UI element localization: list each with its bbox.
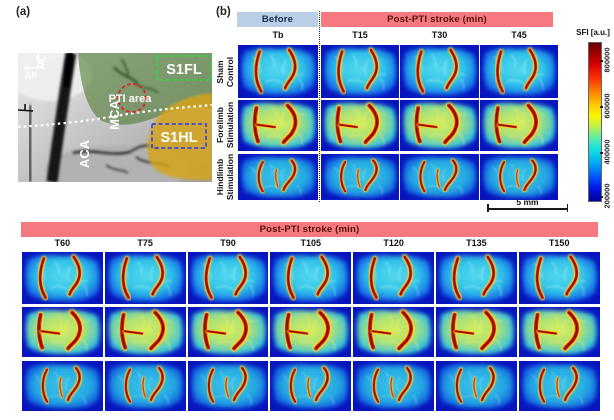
heatmap-fore-T135 bbox=[436, 307, 517, 357]
bottom-col-label-T120: T120 bbox=[383, 238, 404, 248]
mca-label: MCA bbox=[107, 100, 122, 130]
heatmap-hind-T90 bbox=[187, 361, 269, 411]
before-after-separator bbox=[319, 11, 320, 202]
heatmap-sham-T120 bbox=[353, 252, 434, 304]
heatmap-fore-T60 bbox=[22, 307, 103, 357]
bottom-col-label-T90: T90 bbox=[220, 238, 236, 248]
heatmap-hind-T105 bbox=[270, 361, 352, 411]
left-vessel bbox=[26, 104, 34, 183]
pti-area-circle bbox=[117, 83, 147, 113]
heatmap-sham-T105 bbox=[270, 252, 352, 304]
heatmap-hind-T150 bbox=[518, 361, 600, 411]
bottom-col-label-T150: T150 bbox=[548, 238, 570, 248]
compass-icon bbox=[23, 53, 41, 71]
heatmap-sham-T135 bbox=[436, 252, 517, 304]
top-col-label-Tb: Tb bbox=[272, 30, 284, 40]
heatmap-fore-T75 bbox=[104, 307, 186, 357]
heatmap-sham-T75 bbox=[104, 252, 186, 304]
colorbar-tick-label-400000: 400000 bbox=[602, 139, 612, 165]
heatmap-hind-T15 bbox=[321, 154, 399, 200]
row-label-forelimb-stimulation: Forelimb Stimulation bbox=[215, 101, 235, 149]
heatmap-fore-T90 bbox=[187, 307, 269, 357]
colorbar-tick bbox=[600, 152, 603, 154]
probe-mark bbox=[17, 104, 34, 112]
heatmap-fore-T150 bbox=[518, 307, 600, 357]
heatmap-fore-Tb bbox=[238, 100, 318, 151]
colorbar-tick bbox=[600, 60, 603, 62]
before-header-bar: Before bbox=[237, 12, 318, 27]
heatmap-hind-T135 bbox=[436, 361, 517, 411]
top-col-label-T15: T15 bbox=[352, 30, 368, 40]
heatmap-hind-T75 bbox=[104, 361, 186, 411]
heatmap-sham-Tb bbox=[238, 45, 318, 98]
heatmap-fore-T105 bbox=[270, 307, 352, 357]
colorbar-tick bbox=[600, 106, 603, 108]
midline-dotted bbox=[17, 103, 213, 129]
colorbar-tick-label-600000: 600000 bbox=[602, 93, 612, 119]
colorbar bbox=[588, 42, 602, 202]
heatmap-fore-T15 bbox=[321, 100, 399, 151]
post-pti-header-bar-top: Post-PTI stroke (min) bbox=[321, 12, 553, 27]
aca-label: ACA bbox=[77, 139, 92, 168]
s1hl-box bbox=[151, 123, 207, 149]
heatmap-hind-T45 bbox=[480, 154, 558, 200]
panel-a-label: (a) bbox=[16, 6, 31, 18]
scalebar-line bbox=[487, 208, 568, 210]
row-label-sham-control: Sham Control bbox=[215, 56, 235, 88]
compass-ap-label: AP bbox=[24, 71, 38, 82]
compass-ml-label: ML bbox=[37, 55, 48, 69]
heatmap-sham-T45 bbox=[480, 45, 558, 98]
heatmap-fore-T45 bbox=[480, 100, 558, 151]
colorbar-tick-label-200000: 200000 bbox=[602, 183, 612, 209]
colorbar-title: SFI [a.u.] bbox=[576, 28, 610, 37]
heatmap-hind-T30 bbox=[400, 154, 479, 200]
heatmap-hind-Tb bbox=[238, 154, 318, 200]
s1hl-label: S1HL bbox=[160, 130, 197, 146]
panel-b-label: (b) bbox=[216, 6, 231, 18]
heatmap-sham-T15 bbox=[321, 45, 399, 98]
yellow-s1hl-overlay bbox=[147, 93, 212, 181]
row-label-hindlimb-stimulation: Hindlimb Stimulation bbox=[215, 153, 235, 201]
bottom-col-label-T60: T60 bbox=[54, 238, 71, 248]
panel-a-image: AP ML MCA ACA PTI area S1FL S1HL bbox=[8, 49, 213, 193]
post-pti-header-bar-bottom: Post-PTI stroke (min) bbox=[21, 222, 598, 237]
scalebar-tick-right bbox=[566, 204, 568, 212]
heatmap-hind-T120 bbox=[353, 361, 434, 411]
s1fl-box bbox=[156, 55, 212, 81]
bottom-col-label-T75: T75 bbox=[137, 238, 153, 248]
colorbar-tick-label-800000: 800000 bbox=[602, 47, 612, 73]
bottom-col-label-T135: T135 bbox=[466, 238, 487, 248]
s1fl-label: S1FL bbox=[166, 62, 202, 78]
pti-area-label: PTI area bbox=[109, 93, 153, 105]
top-col-label-T30: T30 bbox=[431, 30, 448, 40]
scalebar-tick-left bbox=[487, 204, 489, 212]
heatmap-sham-T150 bbox=[518, 252, 600, 304]
heatmap-sham-T60 bbox=[22, 252, 103, 304]
scalebar-label: 5 mm bbox=[516, 197, 539, 207]
heatmap-fore-T30 bbox=[400, 100, 479, 151]
colorbar-tick bbox=[600, 196, 603, 198]
heatmap-sham-T90 bbox=[187, 252, 269, 304]
angiogram-illustration: AP ML MCA ACA PTI area S1FL S1HL bbox=[8, 49, 213, 193]
bottom-col-label-T105: T105 bbox=[300, 238, 322, 248]
top-col-label-T45: T45 bbox=[511, 30, 527, 40]
heatmap-fore-T120 bbox=[353, 307, 434, 357]
heatmap-sham-T30 bbox=[400, 45, 479, 98]
heatmap-hind-T60 bbox=[22, 361, 103, 411]
